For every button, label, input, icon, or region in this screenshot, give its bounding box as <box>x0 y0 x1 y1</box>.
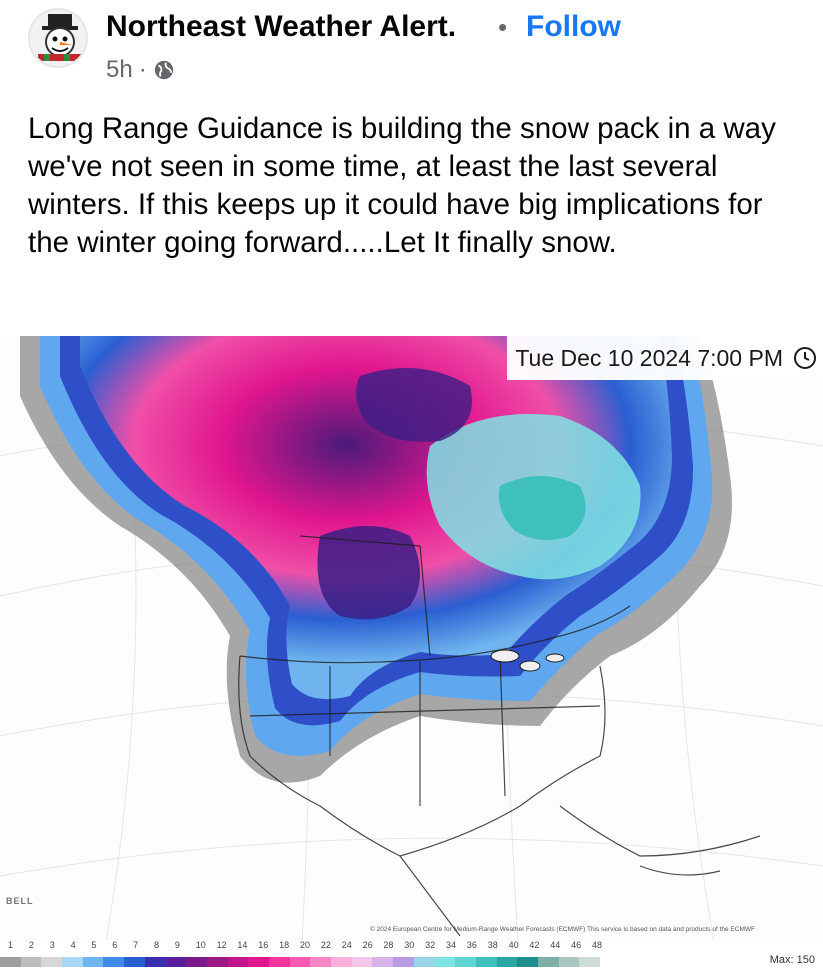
legend-tick: 6 <box>112 940 118 950</box>
legend-max-label: Max: 150 <box>769 954 815 966</box>
legend-tick: 46 <box>571 940 582 950</box>
legend-tick: 7 <box>133 940 139 950</box>
legend-tick: 9 <box>174 940 180 950</box>
legend-swatch <box>165 957 187 967</box>
legend-swatch <box>41 957 63 967</box>
meta-separator: · <box>138 56 147 83</box>
legend-swatch <box>351 957 373 967</box>
legend-tick: 2 <box>28 940 34 950</box>
legend-swatch <box>496 957 518 967</box>
legend-tick: 42 <box>529 940 540 950</box>
legend-tick: 36 <box>466 940 477 950</box>
legend-swatch <box>517 957 538 967</box>
clock-icon[interactable] <box>793 346 817 370</box>
legend-tick-labels: 1 2 3 4 5 6 7 8 9 10 12 14 16 18 20 22 24 26 28 30 32 34 36 38 4… <box>0 940 620 954</box>
globe-icon[interactable] <box>153 59 175 81</box>
legend-tick: 5 <box>91 940 97 950</box>
legend-tick: 16 <box>258 940 269 950</box>
legend-swatch <box>372 957 394 967</box>
legend-tick: 28 <box>383 940 394 950</box>
legend-swatch <box>206 957 228 967</box>
legend-tick: 30 <box>404 940 415 950</box>
legend-tick: 26 <box>362 940 373 950</box>
legend-swatch <box>124 957 145 967</box>
legend-tick: 18 <box>279 940 290 950</box>
legend-swatch <box>144 957 166 967</box>
name-separator: • <box>498 12 508 42</box>
legend-swatch <box>227 957 249 967</box>
legend-swatch <box>103 957 125 967</box>
follow-button[interactable]: Follow <box>526 10 621 43</box>
post-header: Northeast Weather Alert. • Follow 5h · <box>0 0 823 100</box>
legend-swatch <box>268 957 290 967</box>
snowfall-map-graphic <box>0 336 823 975</box>
legend-swatch <box>413 957 435 967</box>
legend-swatch <box>248 957 269 967</box>
legend-swatch <box>289 957 311 967</box>
post-time-link[interactable]: 5h <box>106 56 133 83</box>
legend-swatch <box>310 957 331 967</box>
model-logo: BELL <box>6 896 34 906</box>
legend-swatch <box>537 957 559 967</box>
snowman-icon <box>38 14 82 61</box>
legend-swatch <box>62 957 83 967</box>
legend-swatch <box>579 957 600 967</box>
legend-tick: 4 <box>70 940 76 950</box>
legend-swatch <box>455 957 476 967</box>
legend-tick: 32 <box>425 940 436 950</box>
legend-tick: 8 <box>154 940 160 950</box>
map-copyright: © 2024 European Centre for Medium-Range … <box>370 926 755 933</box>
legend-tick: 20 <box>300 940 311 950</box>
legend-swatch <box>558 957 580 967</box>
legend-swatch <box>434 957 456 967</box>
page-name-link[interactable]: Northeast Weather Alert. <box>106 10 457 43</box>
legend-swatch <box>186 957 207 967</box>
color-scale-legend: 1 2 3 4 5 6 7 8 9 10 12 14 16 18 20 22 24 26 28 30 32 34 36 38 4… <box>0 940 823 975</box>
legend-tick: 24 <box>341 940 352 950</box>
legend-swatch <box>393 957 414 967</box>
legend-tick: 34 <box>446 940 457 950</box>
timestamp-text: Tue Dec 10 2024 7:00 PM <box>515 345 783 371</box>
legend-swatch <box>82 957 104 967</box>
legend-tick: 40 <box>508 940 519 950</box>
page-avatar[interactable] <box>28 8 88 68</box>
legend-tick: 1 <box>8 940 14 950</box>
legend-tick: 38 <box>487 940 498 950</box>
legend-swatch <box>331 957 352 967</box>
legend-color-bar <box>0 957 600 967</box>
snow-depth-map[interactable]: Tue Dec 10 2024 7:00 PM BELL © 2024 Euro… <box>0 336 823 975</box>
post-message: Long Range Guidance is building the snow… <box>28 112 776 259</box>
post-meta: 5h · <box>106 56 175 84</box>
legend-tick: 44 <box>550 940 561 950</box>
legend-tick: 10 <box>195 940 206 950</box>
legend-swatch <box>475 957 497 967</box>
legend-tick: 3 <box>49 940 55 950</box>
legend-swatch <box>20 957 42 967</box>
legend-tick: 12 <box>216 940 227 950</box>
legend-swatch <box>0 957 21 967</box>
legend-tick: 48 <box>592 940 603 950</box>
legend-tick: 14 <box>237 940 248 950</box>
forecast-timestamp: Tue Dec 10 2024 7:00 PM <box>507 336 823 380</box>
legend-tick: 22 <box>320 940 331 950</box>
